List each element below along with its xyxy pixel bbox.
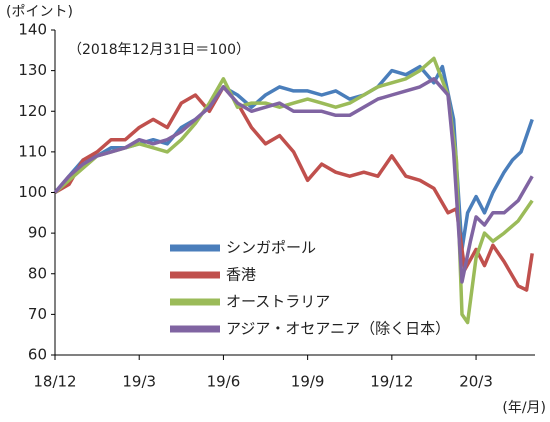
- y-tick-label: 70: [28, 305, 47, 323]
- x-tick-label: 18/12: [33, 373, 76, 391]
- y-tick-label: 140: [18, 21, 47, 39]
- legend-label: 香港: [226, 266, 256, 284]
- x-tick-label: 19/3: [122, 373, 156, 391]
- y-tick-label: 90: [28, 224, 47, 242]
- series-line: [53, 56, 534, 325]
- y-tick-label: 60: [28, 346, 47, 364]
- y-tick-label: 110: [18, 142, 47, 160]
- y-tick-label: 100: [18, 183, 47, 201]
- y-tick-label: 130: [18, 61, 47, 79]
- x-axis-label: (年/月): [502, 400, 546, 416]
- y-tick-label: 80: [28, 264, 47, 282]
- series-line: [53, 64, 534, 252]
- annotation: （2018年12月31日＝100）: [68, 42, 250, 58]
- y-axis-label: (ポイント): [6, 4, 73, 20]
- series-line: [54, 85, 534, 292]
- legend-label: オーストラリア: [226, 293, 330, 311]
- x-tick-label: 19/6: [207, 373, 241, 391]
- x-tick-label: 20/3: [459, 373, 493, 391]
- y-tick-label: 120: [18, 102, 47, 120]
- legend-label: アジア・オセアニア（除く日本）: [226, 320, 450, 338]
- legend-label: シンガポール: [226, 239, 316, 257]
- series-line: [53, 77, 534, 284]
- x-tick-label: 19/9: [291, 373, 325, 391]
- x-tick-label: 19/12: [370, 373, 413, 391]
